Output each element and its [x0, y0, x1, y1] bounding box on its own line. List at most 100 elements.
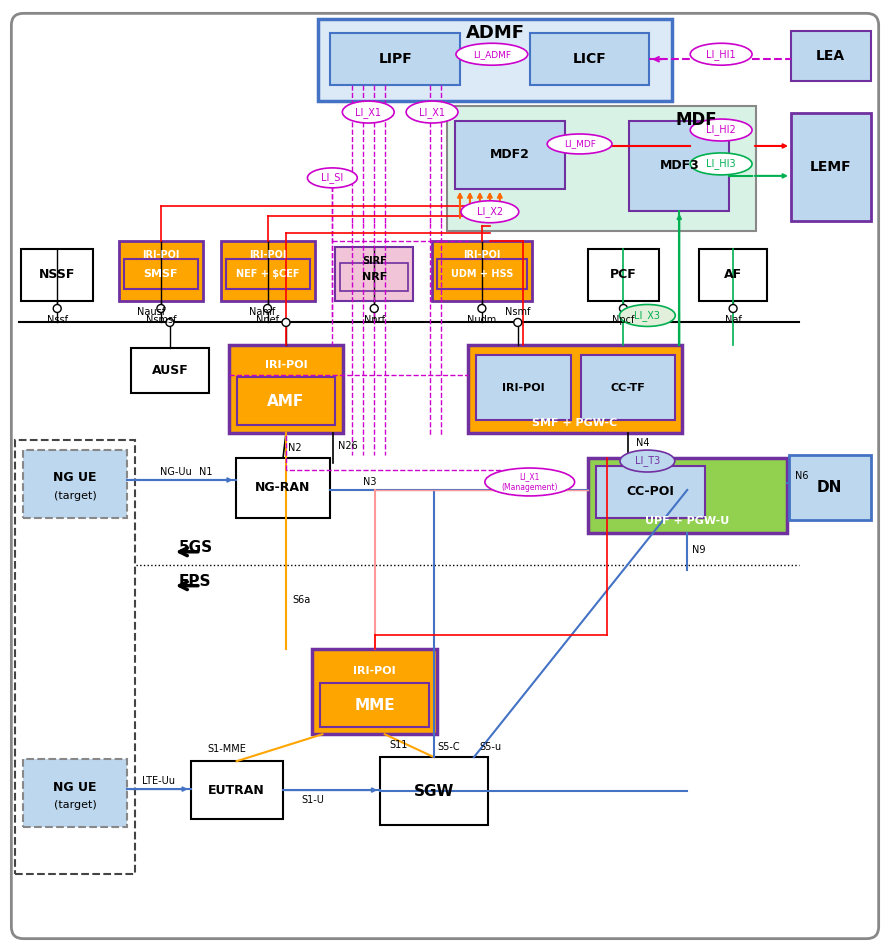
- Text: MME: MME: [355, 698, 395, 713]
- Text: (target): (target): [54, 800, 96, 810]
- Text: LI_X1: LI_X1: [419, 107, 445, 117]
- Text: NG UE: NG UE: [54, 781, 97, 794]
- Text: NEF + $CEF: NEF + $CEF: [236, 268, 299, 279]
- FancyBboxPatch shape: [789, 455, 871, 520]
- Text: IRI-POI: IRI-POI: [502, 383, 545, 393]
- Ellipse shape: [690, 119, 752, 141]
- Circle shape: [166, 319, 174, 327]
- Text: LI_X2: LI_X2: [477, 207, 503, 217]
- Text: NG-RAN: NG-RAN: [255, 482, 311, 494]
- Ellipse shape: [620, 450, 675, 472]
- FancyBboxPatch shape: [468, 346, 682, 433]
- FancyBboxPatch shape: [630, 121, 729, 210]
- Text: Nssf: Nssf: [46, 315, 68, 326]
- Text: MDF2: MDF2: [490, 149, 530, 162]
- Text: S1-MME: S1-MME: [207, 744, 246, 754]
- FancyBboxPatch shape: [588, 458, 787, 533]
- Text: UDM + HSS: UDM + HSS: [451, 268, 513, 279]
- Ellipse shape: [307, 168, 357, 188]
- Text: N1: N1: [199, 467, 213, 477]
- Ellipse shape: [406, 101, 458, 123]
- Text: AMF: AMF: [267, 394, 305, 408]
- FancyBboxPatch shape: [447, 106, 756, 230]
- FancyBboxPatch shape: [588, 248, 659, 301]
- FancyBboxPatch shape: [12, 13, 879, 939]
- Text: SIRF: SIRF: [362, 256, 387, 266]
- FancyBboxPatch shape: [791, 113, 871, 221]
- Text: N9: N9: [692, 545, 705, 555]
- Ellipse shape: [461, 201, 519, 223]
- Ellipse shape: [690, 43, 752, 65]
- Text: LI_MDF: LI_MDF: [563, 140, 596, 149]
- Text: Namf: Namf: [248, 307, 275, 317]
- Ellipse shape: [342, 101, 394, 123]
- Text: N26: N26: [338, 441, 358, 451]
- Text: LI_ADMF: LI_ADMF: [473, 50, 511, 59]
- Text: NSSF: NSSF: [39, 268, 75, 281]
- Text: SMF + PGW-C: SMF + PGW-C: [532, 418, 618, 428]
- Text: N2: N2: [288, 443, 302, 453]
- Ellipse shape: [547, 134, 612, 154]
- FancyBboxPatch shape: [319, 19, 672, 101]
- Text: LI_X1
(Management): LI_X1 (Management): [502, 472, 558, 491]
- Text: LI_X3: LI_X3: [634, 310, 660, 321]
- Text: Nsmf: Nsmf: [505, 307, 530, 317]
- Text: LI_HI3: LI_HI3: [706, 158, 736, 169]
- Text: LI_HI1: LI_HI1: [706, 49, 736, 60]
- FancyBboxPatch shape: [131, 348, 209, 393]
- Text: Nudm: Nudm: [467, 315, 497, 326]
- Ellipse shape: [485, 468, 574, 496]
- FancyBboxPatch shape: [330, 33, 460, 85]
- Text: NG-Uu: NG-Uu: [160, 467, 192, 477]
- Circle shape: [729, 305, 737, 312]
- Circle shape: [620, 305, 628, 312]
- Text: Nnrf: Nnrf: [363, 315, 385, 326]
- FancyBboxPatch shape: [340, 263, 408, 290]
- FancyBboxPatch shape: [21, 248, 93, 301]
- Text: CC-TF: CC-TF: [611, 383, 646, 393]
- Text: N6: N6: [795, 471, 809, 481]
- FancyBboxPatch shape: [191, 762, 282, 819]
- Text: LI_HI2: LI_HI2: [706, 125, 736, 135]
- Text: UPF + PGW-U: UPF + PGW-U: [645, 516, 730, 526]
- Text: NRF: NRF: [362, 271, 387, 282]
- FancyBboxPatch shape: [699, 248, 767, 301]
- Text: IRI-POI: IRI-POI: [249, 249, 287, 260]
- Text: Nnef: Nnef: [256, 315, 279, 326]
- Text: MDF3: MDF3: [659, 159, 699, 172]
- FancyBboxPatch shape: [530, 33, 649, 85]
- Circle shape: [371, 305, 379, 312]
- Text: Nausf: Nausf: [137, 307, 165, 317]
- Text: ADMF: ADMF: [466, 25, 525, 42]
- Circle shape: [157, 305, 165, 312]
- Circle shape: [478, 305, 486, 312]
- Text: SMSF: SMSF: [144, 268, 178, 279]
- FancyBboxPatch shape: [23, 450, 127, 518]
- Text: Nsmsf: Nsmsf: [146, 315, 176, 326]
- Text: IRI-POI: IRI-POI: [264, 360, 307, 370]
- FancyBboxPatch shape: [313, 649, 437, 734]
- FancyBboxPatch shape: [437, 259, 527, 288]
- Text: Naf: Naf: [725, 315, 741, 326]
- FancyBboxPatch shape: [432, 241, 531, 301]
- Text: LICF: LICF: [572, 52, 606, 67]
- Text: LI_X1: LI_X1: [355, 107, 381, 117]
- FancyBboxPatch shape: [336, 247, 413, 301]
- Text: N3: N3: [363, 477, 377, 487]
- Ellipse shape: [456, 43, 528, 65]
- FancyBboxPatch shape: [380, 757, 488, 825]
- Text: S5-u: S5-u: [479, 743, 501, 752]
- Text: LIPF: LIPF: [379, 52, 412, 67]
- FancyBboxPatch shape: [229, 346, 343, 433]
- FancyBboxPatch shape: [476, 355, 571, 420]
- Circle shape: [282, 319, 290, 327]
- Text: (target): (target): [54, 491, 96, 501]
- Text: NG UE: NG UE: [54, 471, 97, 485]
- Text: IRI-POI: IRI-POI: [354, 666, 396, 677]
- FancyBboxPatch shape: [226, 259, 311, 288]
- FancyBboxPatch shape: [236, 458, 330, 518]
- Text: N4: N4: [636, 438, 649, 448]
- Text: S6a: S6a: [292, 595, 310, 605]
- Text: LTE-Uu: LTE-Uu: [142, 776, 175, 786]
- FancyBboxPatch shape: [221, 241, 315, 301]
